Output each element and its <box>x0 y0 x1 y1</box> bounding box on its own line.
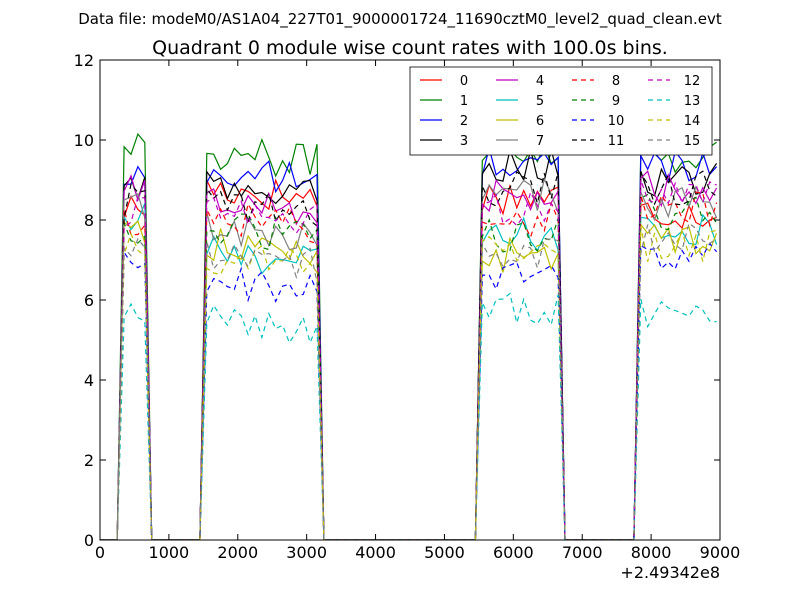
series-line-5 <box>100 203 718 540</box>
x-tick-label: 1000 <box>149 543 190 562</box>
series-line-6 <box>100 220 718 540</box>
x-tick-label: 7000 <box>562 543 603 562</box>
legend-label-14: 14 <box>684 114 701 129</box>
y-tick-label: 0 <box>84 531 94 550</box>
y-tick-label: 10 <box>74 131 94 150</box>
series-line-4 <box>100 170 718 540</box>
legend-label-0: 0 <box>460 74 468 89</box>
series-line-3 <box>100 148 718 540</box>
series-line-14 <box>100 226 717 540</box>
legend-label-8: 8 <box>612 74 620 89</box>
legend-label-5: 5 <box>536 94 544 109</box>
plot-area <box>100 132 718 540</box>
series-line-2 <box>100 148 718 540</box>
x-tick-label: 2000 <box>217 543 258 562</box>
series-line-7 <box>100 177 718 540</box>
y-tick-label: 12 <box>74 51 94 70</box>
x-offset-label: +2.49342e8 <box>620 563 720 582</box>
y-tick-label: 8 <box>84 211 94 230</box>
x-tick-label: 3000 <box>286 543 327 562</box>
legend-label-11: 11 <box>608 134 625 149</box>
chart-title: Quadrant 0 module wise count rates with … <box>152 37 668 59</box>
x-tick-label: 8000 <box>631 543 672 562</box>
legend-label-12: 12 <box>684 74 701 89</box>
x-tick-label: 9000 <box>700 543 741 562</box>
legend-label-10: 10 <box>608 114 625 129</box>
y-tick-label: 2 <box>84 451 94 470</box>
legend-label-2: 2 <box>460 114 468 129</box>
axis-ticks: 0 1000 2000 3000 4000 5000 6000 7000 8000 9000 0 2 4… <box>74 51 741 562</box>
legend-label-15: 15 <box>684 134 701 149</box>
x-tick-label: 0 <box>95 543 105 562</box>
legend-label-13: 13 <box>684 94 701 109</box>
y-tick-label: 6 <box>84 291 94 310</box>
series-line-1 <box>100 132 717 540</box>
x-tick-label: 5000 <box>424 543 465 562</box>
series-line-11 <box>100 170 717 540</box>
legend-label-3: 3 <box>460 134 468 149</box>
x-tick-label: 4000 <box>355 543 396 562</box>
series-line-8 <box>100 191 718 540</box>
y-tick-label: 4 <box>84 371 94 390</box>
legend-label-7: 7 <box>536 134 544 149</box>
x-tick-label: 6000 <box>493 543 534 562</box>
legend-label-9: 9 <box>612 94 620 109</box>
series-line-10 <box>100 242 718 540</box>
series-line-9 <box>100 193 718 540</box>
series-line-12 <box>100 179 717 540</box>
figure-suptitle: Data file: modeM0/AS1A04_227T01_90000017… <box>78 10 722 29</box>
series-line-0 <box>100 178 717 540</box>
legend-label-1: 1 <box>460 94 468 109</box>
series-line-13 <box>100 292 717 540</box>
series-line-15 <box>100 222 717 540</box>
legend-label-6: 6 <box>536 114 544 129</box>
legend-label-4: 4 <box>536 74 544 89</box>
